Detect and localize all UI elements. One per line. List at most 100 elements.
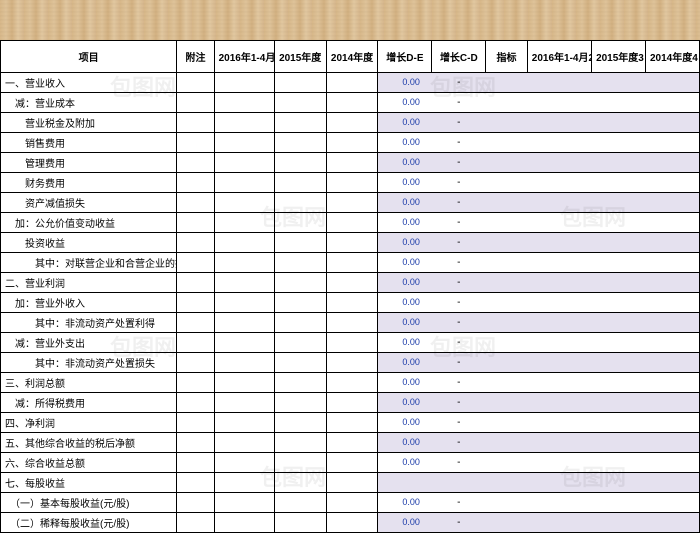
cell-ratio3[interactable] (645, 113, 699, 133)
cell-ratio2[interactable] (592, 93, 646, 113)
cell-indicator[interactable] (486, 273, 527, 293)
cell-growth-de[interactable]: 0.00 (378, 513, 432, 533)
cell-ratio1[interactable] (527, 233, 591, 253)
cell-period1[interactable] (214, 293, 274, 313)
cell-indicator[interactable] (486, 173, 527, 193)
cell-indicator[interactable] (486, 413, 527, 433)
cell-note[interactable] (177, 193, 214, 213)
cell-period3[interactable] (326, 113, 378, 133)
cell-growth-cd[interactable]: - (432, 133, 486, 153)
cell-note[interactable] (177, 173, 214, 193)
cell-indicator[interactable] (486, 513, 527, 533)
cell-growth-cd[interactable]: - (432, 393, 486, 413)
cell-ratio3[interactable] (645, 293, 699, 313)
cell-period3[interactable] (326, 153, 378, 173)
cell-item[interactable]: （一）基本每股收益(元/股) (1, 493, 177, 513)
cell-period3[interactable] (326, 233, 378, 253)
cell-period2[interactable] (274, 193, 326, 213)
cell-note[interactable] (177, 313, 214, 333)
cell-growth-cd[interactable]: - (432, 433, 486, 453)
cell-period1[interactable] (214, 273, 274, 293)
cell-period2[interactable] (274, 293, 326, 313)
cell-ratio2[interactable] (592, 133, 646, 153)
cell-growth-cd[interactable]: - (432, 413, 486, 433)
cell-ratio3[interactable] (645, 353, 699, 373)
cell-growth-de[interactable]: 0.00 (378, 353, 432, 373)
cell-item[interactable]: 其中：对联营企业和合营企业的投资收益 (1, 253, 177, 273)
cell-note[interactable] (177, 493, 214, 513)
cell-period2[interactable] (274, 273, 326, 293)
cell-note[interactable] (177, 433, 214, 453)
cell-period2[interactable] (274, 213, 326, 233)
cell-period3[interactable] (326, 173, 378, 193)
cell-period3[interactable] (326, 353, 378, 373)
cell-ratio1[interactable] (527, 93, 591, 113)
cell-note[interactable] (177, 513, 214, 533)
cell-indicator[interactable] (486, 353, 527, 373)
cell-period3[interactable] (326, 93, 378, 113)
cell-note[interactable] (177, 93, 214, 113)
cell-ratio1[interactable] (527, 433, 591, 453)
cell-ratio1[interactable] (527, 273, 591, 293)
cell-item[interactable]: 七、每股收益 (1, 473, 177, 493)
cell-period1[interactable] (214, 433, 274, 453)
cell-period2[interactable] (274, 433, 326, 453)
cell-indicator[interactable] (486, 313, 527, 333)
cell-ratio2[interactable] (592, 273, 646, 293)
cell-item[interactable]: 一、营业收入 (1, 73, 177, 93)
cell-ratio2[interactable] (592, 493, 646, 513)
cell-ratio3[interactable] (645, 73, 699, 93)
cell-note[interactable] (177, 393, 214, 413)
cell-item[interactable]: 六、综合收益总额 (1, 453, 177, 473)
cell-note[interactable] (177, 133, 214, 153)
cell-ratio3[interactable] (645, 433, 699, 453)
cell-growth-de[interactable]: 0.00 (378, 233, 432, 253)
cell-period2[interactable] (274, 513, 326, 533)
cell-item[interactable]: 财务费用 (1, 173, 177, 193)
cell-ratio2[interactable] (592, 313, 646, 333)
cell-item[interactable]: 销售费用 (1, 133, 177, 153)
cell-ratio3[interactable] (645, 493, 699, 513)
cell-ratio1[interactable] (527, 473, 591, 493)
cell-item[interactable]: 三、利润总额 (1, 373, 177, 393)
cell-note[interactable] (177, 473, 214, 493)
cell-growth-cd[interactable]: - (432, 493, 486, 513)
cell-ratio3[interactable] (645, 273, 699, 293)
cell-indicator[interactable] (486, 453, 527, 473)
cell-period2[interactable] (274, 373, 326, 393)
cell-item[interactable]: 管理费用 (1, 153, 177, 173)
cell-ratio2[interactable] (592, 353, 646, 373)
cell-period3[interactable] (326, 493, 378, 513)
cell-growth-de[interactable] (378, 473, 432, 493)
cell-ratio3[interactable] (645, 93, 699, 113)
cell-ratio3[interactable] (645, 253, 699, 273)
cell-period2[interactable] (274, 313, 326, 333)
cell-growth-de[interactable]: 0.00 (378, 113, 432, 133)
cell-indicator[interactable] (486, 393, 527, 413)
cell-growth-cd[interactable] (432, 473, 486, 493)
cell-indicator[interactable] (486, 113, 527, 133)
cell-note[interactable] (177, 73, 214, 93)
cell-period3[interactable] (326, 73, 378, 93)
cell-item[interactable]: 资产减值损失 (1, 193, 177, 213)
cell-ratio3[interactable] (645, 313, 699, 333)
cell-indicator[interactable] (486, 153, 527, 173)
cell-growth-cd[interactable]: - (432, 373, 486, 393)
cell-ratio3[interactable] (645, 173, 699, 193)
cell-growth-de[interactable]: 0.00 (378, 313, 432, 333)
cell-period1[interactable] (214, 493, 274, 513)
cell-item[interactable]: （二）稀释每股收益(元/股) (1, 513, 177, 533)
cell-ratio1[interactable] (527, 213, 591, 233)
cell-indicator[interactable] (486, 193, 527, 213)
cell-ratio1[interactable] (527, 373, 591, 393)
cell-period2[interactable] (274, 133, 326, 153)
cell-period1[interactable] (214, 153, 274, 173)
cell-growth-cd[interactable]: - (432, 513, 486, 533)
cell-ratio2[interactable] (592, 213, 646, 233)
cell-item[interactable]: 减：营业外支出 (1, 333, 177, 353)
cell-period2[interactable] (274, 493, 326, 513)
cell-indicator[interactable] (486, 253, 527, 273)
cell-period3[interactable] (326, 213, 378, 233)
cell-growth-cd[interactable]: - (432, 173, 486, 193)
cell-period2[interactable] (274, 353, 326, 373)
